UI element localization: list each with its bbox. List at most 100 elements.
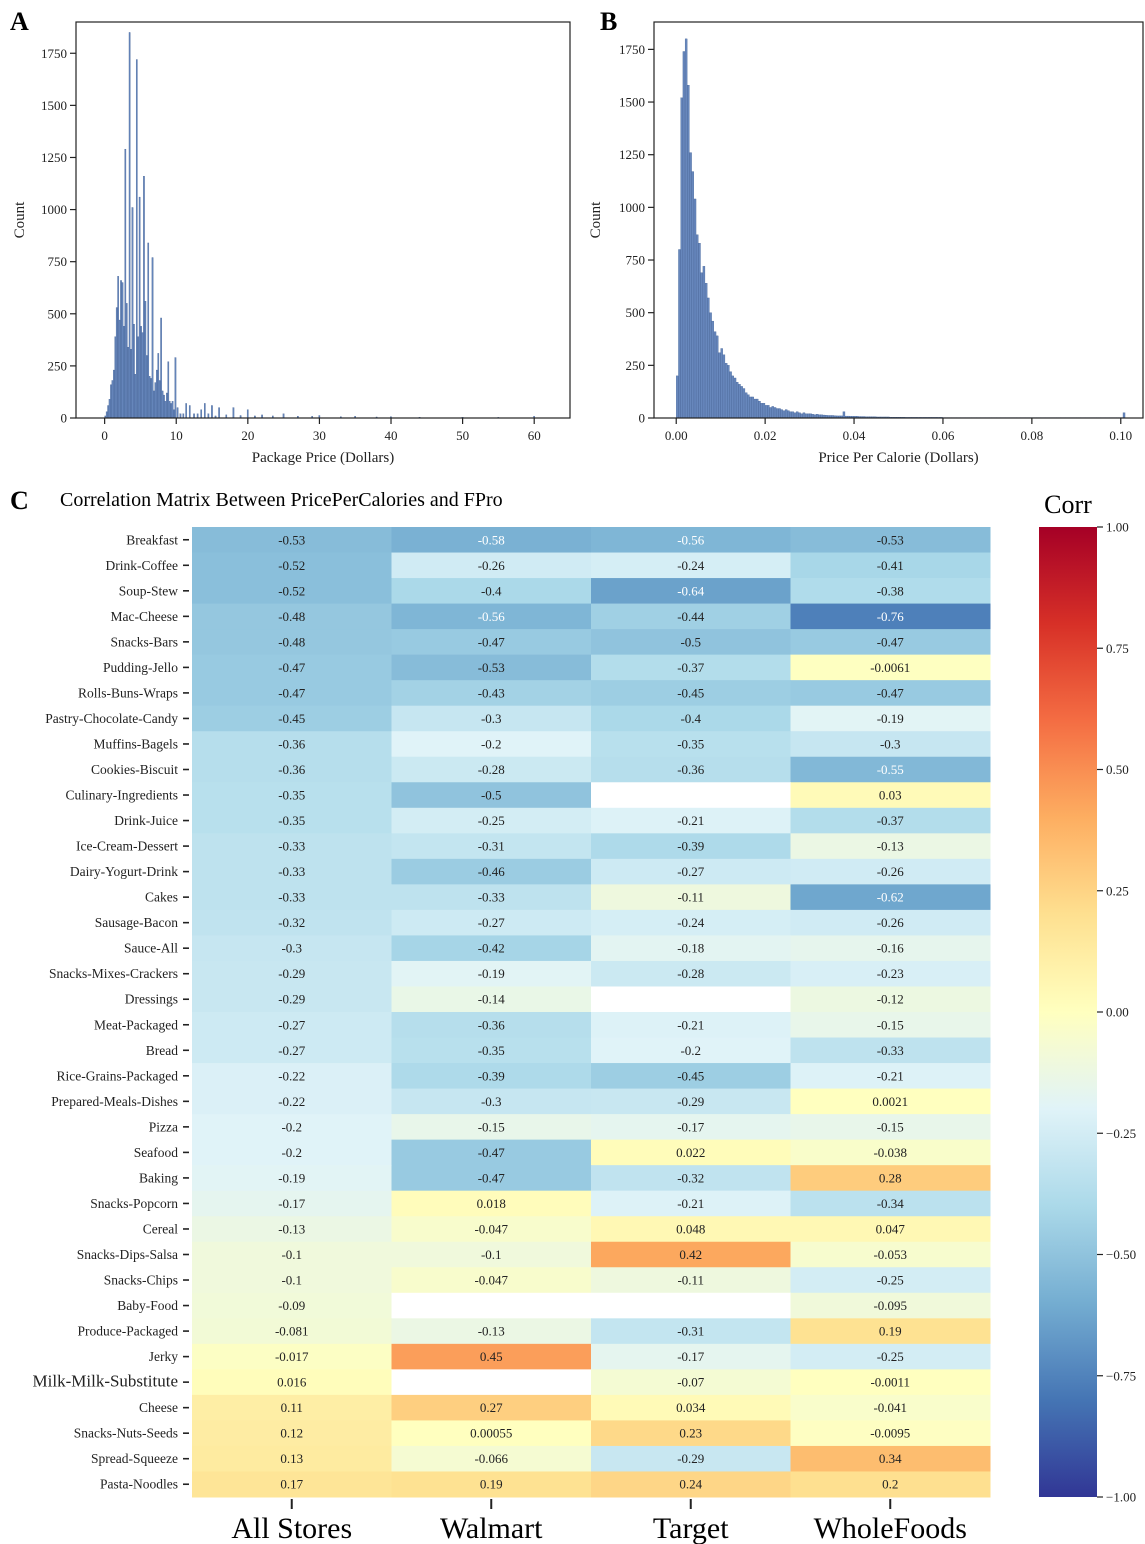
heatmap-cell [790,654,991,681]
heatmap-cell [192,909,392,936]
row-label: Cereal [143,1221,178,1236]
heatmap-cell [192,1292,392,1319]
x-tick-label: 40 [385,428,398,443]
heatmap-cell [591,1420,791,1447]
heatmap-cell [391,527,592,554]
histogram-bar [707,297,710,419]
row-label: Baby-Food [117,1298,178,1313]
cell-value-label: -0.21 [877,1068,904,1083]
histogram-bar [764,405,768,419]
row-label: Bread [146,1043,178,1058]
heatmap-cell [790,1420,991,1447]
histogram-bar [773,407,777,419]
cell-value-label: 0.2 [882,1477,898,1492]
histogram-bar [736,382,739,419]
row-label: Produce-Packaged [78,1324,179,1339]
cell-value-label: -0.36 [478,1017,506,1032]
histogram-bar [676,375,679,419]
y-tick-label: 1250 [41,150,67,165]
histogram-bar [729,371,732,419]
histogram-bar [123,326,125,419]
cell-value-label: -0.47 [278,660,306,675]
histogram-bar [163,394,165,419]
colorbar-tick-label: 1.00 [1106,520,1129,535]
cell-value-label: -0.3 [481,711,502,726]
heatmap-cell [591,884,791,911]
histogram-bar [802,412,806,419]
cell-value-label: -0.1 [281,1247,302,1262]
heatmap-cell [391,1241,592,1268]
column-label: Walmart [440,1512,543,1544]
row-label: Snacks-Popcorn [90,1196,178,1211]
cell-value-label: -0.23 [877,966,904,981]
cell-value-label: -0.42 [478,941,505,956]
heatmap-cell [790,1037,991,1064]
cell-value-label: -0.35 [278,788,305,803]
histogram-bar [117,276,119,419]
heatmap-cell [591,1190,791,1217]
histogram-bar [711,320,714,419]
heatmap-cell [391,1165,592,1192]
heatmap-cell [591,1318,791,1345]
histogram-bar [727,365,730,419]
histogram-bar [182,413,185,419]
heatmap-cell [790,986,991,1013]
y-tick-label: 1750 [41,46,67,61]
histogram-bar [756,398,759,419]
histogram-bar [105,411,108,419]
cell-value-label: 0.13 [280,1451,303,1466]
cell-value-label: -0.18 [677,941,704,956]
heatmap-cell [790,705,991,732]
cell-value-label: 0.28 [879,1170,902,1185]
cell-value-label: -0.3 [880,736,901,751]
heatmap-cell [192,1088,392,1115]
cell-value-label: -0.066 [474,1451,508,1466]
histogram-bar [111,380,114,419]
histogram-bar [704,283,708,419]
histogram-bar [749,396,752,419]
heatmap-cell [790,1369,991,1396]
heatmap-cell [192,578,392,605]
heatmap-cell [790,1088,991,1115]
row-label: Muffins-Bagels [94,736,179,751]
heatmap-cell [192,1267,392,1294]
cell-value-label: -0.27 [677,864,705,879]
cell-value-label: -0.3 [281,941,302,956]
cell-value-label: 0.42 [679,1247,702,1262]
cell-value-label: -0.33 [877,1043,904,1058]
heatmap-cells [192,527,991,1498]
heatmap-cell [192,1318,392,1345]
heatmap-cell [790,909,991,936]
heatmap-cell [591,578,791,605]
row-label: Seafood [134,1145,178,1160]
y-tick-label: 750 [626,253,646,268]
histogram-bar [738,384,741,419]
cell-value-label: -0.39 [478,1068,505,1083]
cell-value-label: -0.26 [478,558,506,573]
cell-value-label: -0.19 [478,966,505,981]
cell-value-label: -0.37 [677,660,705,675]
cell-value-label: -0.3 [481,1094,502,1109]
heatmap-cell [391,1343,592,1370]
heatmap-cell [192,1037,392,1064]
heatmap-title: Correlation Matrix Between PricePerCalor… [60,489,503,511]
heatmap-cell [391,1471,592,1498]
heatmap-cell [391,629,592,656]
cell-value-label: -0.19 [278,1170,305,1185]
heatmap-cell [591,833,791,860]
heatmap-cell [391,1318,592,1345]
cell-value-label: -0.47 [877,685,905,700]
histogram-bar [164,401,167,419]
cell-value-label: 0.022 [676,1145,705,1160]
y-tick-label: 1250 [619,147,645,162]
cell-value-label: -0.038 [873,1145,907,1160]
y-tick-label: 1500 [619,95,645,110]
cell-value-label: -0.21 [677,813,704,828]
x-axis-label: Price Per Calorie (Dollars) [818,450,978,466]
cell-value-label: -0.081 [275,1324,309,1339]
cell-value-label: -0.2 [281,1145,302,1160]
heatmap-cell [391,807,592,834]
histogram-bar [793,412,797,419]
cell-value-label: -0.25 [877,1349,904,1364]
cell-value-label: -0.47 [278,685,306,700]
